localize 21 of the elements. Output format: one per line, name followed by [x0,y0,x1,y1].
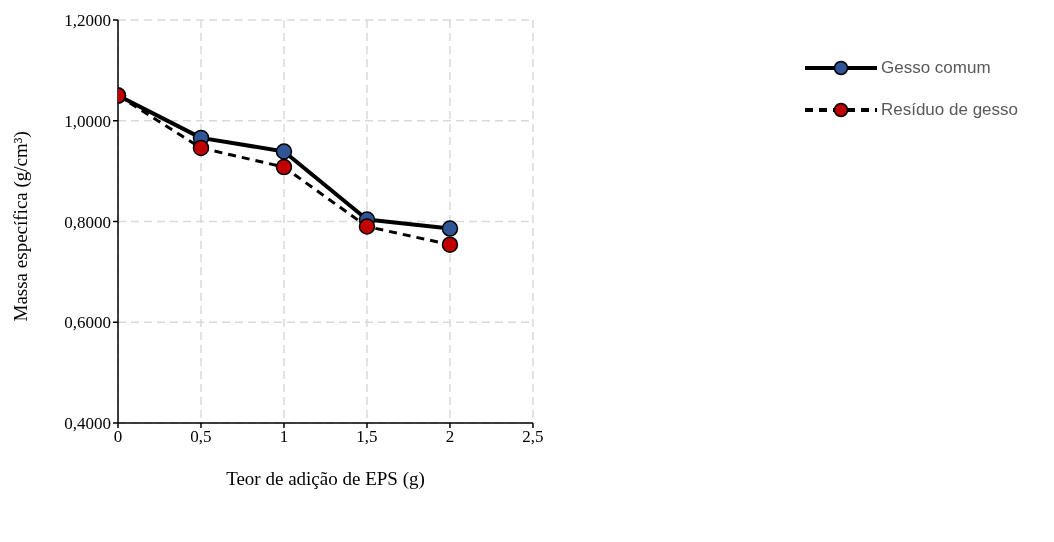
point [358,218,376,235]
y-tick-label: 0,4000 [64,414,111,434]
legend-label: Gesso comum [880,58,991,78]
y-tick-label: 0,8000 [64,212,111,232]
point [275,143,293,160]
point [441,236,459,253]
x-tick-label: 2,5 [522,427,544,447]
y-tick-label: 1,0000 [64,111,111,131]
point [441,220,459,237]
x-tick-label: 1,5 [356,427,378,447]
x-tick-label: 2 [445,427,455,447]
point [275,158,293,176]
point [192,139,210,157]
y-tick-label: 1,2000 [64,11,111,31]
x-tick-label: 0,5 [190,427,212,447]
y-tick-label: 0,6000 [64,313,111,333]
x-tick-label: 1 [279,427,289,447]
legend-label: Resíduo de gesso [880,100,1018,120]
x-axis-title: Teor de adição de EPS (g) [226,468,425,490]
y-axis-title: Massa específica (g/cm³) [9,131,32,322]
x-tick-label: 0 [113,427,123,447]
